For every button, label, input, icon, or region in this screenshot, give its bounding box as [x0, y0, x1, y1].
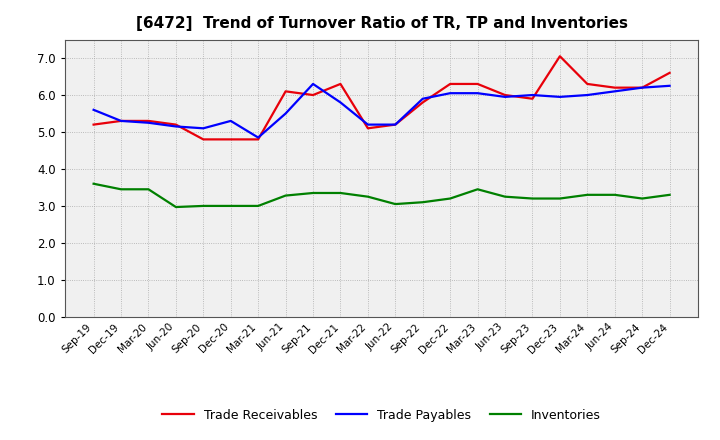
Trade Receivables	[638, 85, 647, 90]
Trade Receivables	[282, 89, 290, 94]
Inventories	[665, 192, 674, 198]
Trade Payables	[500, 94, 509, 99]
Inventories	[638, 196, 647, 201]
Trade Receivables	[665, 70, 674, 76]
Line: Trade Receivables: Trade Receivables	[94, 56, 670, 139]
Trade Payables	[117, 118, 125, 124]
Inventories	[446, 196, 454, 201]
Trade Payables	[638, 85, 647, 90]
Inventories	[556, 196, 564, 201]
Trade Receivables	[528, 96, 537, 101]
Trade Receivables	[391, 122, 400, 127]
Inventories	[364, 194, 372, 199]
Trade Receivables	[117, 118, 125, 124]
Line: Trade Payables: Trade Payables	[94, 84, 670, 138]
Inventories	[254, 203, 263, 209]
Trade Payables	[199, 126, 207, 131]
Inventories	[144, 187, 153, 192]
Trade Payables	[583, 92, 592, 98]
Trade Payables	[556, 94, 564, 99]
Trade Receivables	[199, 137, 207, 142]
Trade Receivables	[364, 126, 372, 131]
Trade Receivables	[89, 122, 98, 127]
Trade Receivables	[336, 81, 345, 87]
Inventories	[199, 203, 207, 209]
Inventories	[226, 203, 235, 209]
Trade Payables	[473, 91, 482, 96]
Inventories	[89, 181, 98, 187]
Trade Payables	[89, 107, 98, 113]
Trade Receivables	[446, 81, 454, 87]
Inventories	[611, 192, 619, 198]
Trade Receivables	[611, 85, 619, 90]
Inventories	[117, 187, 125, 192]
Inventories	[500, 194, 509, 199]
Line: Inventories: Inventories	[94, 184, 670, 207]
Trade Payables	[528, 92, 537, 98]
Inventories	[282, 193, 290, 198]
Trade Receivables	[418, 100, 427, 105]
Trade Receivables	[226, 137, 235, 142]
Inventories	[528, 196, 537, 201]
Trade Payables	[254, 135, 263, 140]
Trade Receivables	[144, 118, 153, 124]
Trade Receivables	[556, 54, 564, 59]
Trade Payables	[144, 120, 153, 125]
Inventories	[309, 191, 318, 196]
Inventories	[391, 202, 400, 207]
Trade Payables	[391, 122, 400, 127]
Trade Payables	[309, 81, 318, 87]
Inventories	[583, 192, 592, 198]
Inventories	[418, 200, 427, 205]
Trade Receivables	[171, 122, 180, 127]
Trade Receivables	[583, 81, 592, 87]
Trade Receivables	[473, 81, 482, 87]
Trade Payables	[336, 100, 345, 105]
Inventories	[171, 205, 180, 210]
Trade Receivables	[254, 137, 263, 142]
Trade Receivables	[500, 92, 509, 98]
Trade Receivables	[309, 92, 318, 98]
Title: [6472]  Trend of Turnover Ratio of TR, TP and Inventories: [6472] Trend of Turnover Ratio of TR, TP…	[135, 16, 628, 32]
Inventories	[473, 187, 482, 192]
Legend: Trade Receivables, Trade Payables, Inventories: Trade Receivables, Trade Payables, Inven…	[157, 404, 606, 427]
Trade Payables	[418, 96, 427, 101]
Trade Payables	[446, 91, 454, 96]
Trade Payables	[364, 122, 372, 127]
Trade Payables	[282, 111, 290, 116]
Inventories	[336, 191, 345, 196]
Trade Payables	[611, 89, 619, 94]
Trade Payables	[171, 124, 180, 129]
Trade Payables	[665, 83, 674, 88]
Trade Payables	[226, 118, 235, 124]
